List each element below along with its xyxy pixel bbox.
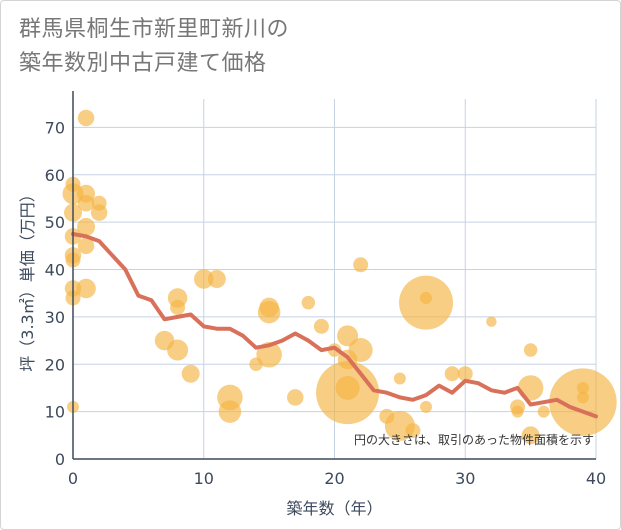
bubble-point xyxy=(77,237,95,255)
axes xyxy=(72,91,596,460)
y-tick-label: 60 xyxy=(45,166,65,185)
bubble-point xyxy=(170,299,186,315)
x-axis-label: 築年数（年） xyxy=(286,499,382,518)
y-tick-label: 50 xyxy=(45,213,65,232)
bubble-point xyxy=(207,270,226,288)
y-tick-label: 30 xyxy=(45,308,65,327)
bubble-point xyxy=(76,278,96,299)
bubble-point xyxy=(549,368,617,436)
y-tick-label: 70 xyxy=(45,118,65,137)
y-tick-label: 10 xyxy=(45,403,65,422)
chart-title: 群馬県桐生市新里町新川の 築年数別中古戸建て価格 xyxy=(19,13,579,81)
grid-lines xyxy=(73,99,597,459)
bubble-point xyxy=(77,194,95,212)
bubble-point xyxy=(167,339,189,361)
bubble-point xyxy=(181,364,200,383)
bubble-point xyxy=(537,405,550,418)
x-tick-label: 40 xyxy=(586,469,606,488)
bubble-point xyxy=(194,269,214,289)
bubble-point xyxy=(523,343,538,357)
bubble-series xyxy=(62,109,617,445)
bubble-point xyxy=(511,405,524,418)
bubble-point xyxy=(257,300,281,324)
y-tick-label: 40 xyxy=(45,261,65,280)
bubble-point xyxy=(457,366,473,382)
bubble-point xyxy=(444,366,460,382)
chart-title-line-1: 群馬県桐生市新里町新川の xyxy=(19,17,290,42)
trend-line xyxy=(71,232,598,419)
y-tick-label: 0 xyxy=(55,450,65,469)
bubble-point xyxy=(77,109,95,127)
trend-series xyxy=(71,232,598,419)
bubble-point xyxy=(301,295,316,310)
bubble-point xyxy=(77,217,96,236)
bubble-point xyxy=(517,375,544,401)
y-tick-label: 20 xyxy=(45,355,65,374)
bubble-point xyxy=(486,316,497,327)
bubble-point xyxy=(393,372,406,385)
bubble-point xyxy=(420,291,433,304)
y-axis-label: 坪（3.3㎡）単価（万円） xyxy=(18,186,37,371)
chart-title-line-2: 築年数別中古戸建て価格 xyxy=(19,51,267,76)
tick-labels: 0 10 20 30 40 50 60 70 0 10 20 30 40 xyxy=(45,118,607,488)
bubble-point xyxy=(313,318,329,334)
bubble-point xyxy=(405,423,421,439)
bubble-point xyxy=(420,400,433,413)
bubble-point xyxy=(353,257,369,273)
bubble-point xyxy=(287,389,304,406)
bubble-point xyxy=(348,338,373,363)
bubble-size-note: 円の大きさは、取引のあった物件面積を示す xyxy=(354,432,594,447)
x-tick-label: 10 xyxy=(194,469,214,488)
bubble-point xyxy=(90,204,108,221)
bubble-point xyxy=(218,400,242,423)
bubble-point xyxy=(316,361,380,425)
x-tick-label: 0 xyxy=(68,469,78,488)
bubble-point xyxy=(521,426,540,445)
x-tick-label: 20 xyxy=(324,469,344,488)
x-tick-label: 30 xyxy=(455,469,475,488)
